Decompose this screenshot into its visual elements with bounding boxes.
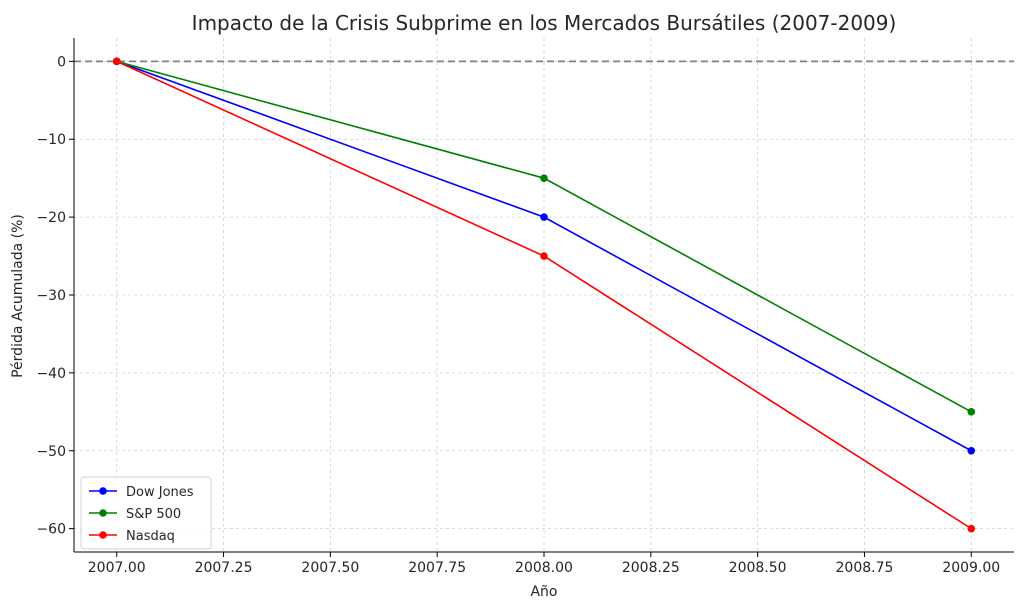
legend-box (80, 476, 212, 550)
data-point-s-p-500 (967, 408, 976, 416)
legend-entry-nasdaq: Nasdaq (89, 529, 175, 544)
legend-entry-dow-jones: Dow Jones (89, 485, 194, 500)
series-layer (112, 57, 976, 533)
y-tick-label: −40 (36, 366, 66, 382)
y-axis-ticks: 0 −10 −20 −30 −40 −50 −60 (36, 54, 74, 538)
legend-label-dow-jones: Dow Jones (126, 485, 194, 500)
legend-marker-nasdaq (99, 531, 107, 539)
x-axis-label: Año (530, 584, 557, 600)
legend-label-nasdaq: Nasdaq (126, 529, 175, 544)
x-tick-label: 2007.75 (408, 560, 466, 576)
series-nasdaq (112, 57, 976, 533)
y-tick-label: −10 (36, 132, 66, 148)
x-tick-label: 2009.00 (942, 560, 1000, 576)
legend-marker-s-p-500 (99, 509, 107, 517)
legend: Dow Jones S&P 500 Nasdaq (80, 476, 212, 550)
data-point-nasdaq (112, 57, 121, 66)
x-tick-label: 2007.00 (88, 560, 146, 576)
y-tick-label: −60 (36, 522, 66, 538)
legend-label-s-p-500: S&P 500 (126, 507, 181, 522)
x-tick-label: 2008.50 (729, 560, 787, 576)
y-tick-label: 0 (57, 54, 66, 70)
data-point-dow-jones (540, 213, 548, 221)
x-tick-label: 2008.25 (622, 560, 680, 576)
y-tick-label: −30 (36, 288, 66, 304)
series-s-p-500 (112, 57, 976, 416)
x-tick-label: 2007.50 (301, 560, 359, 576)
grid-lines (74, 38, 1014, 552)
x-tick-label: 2008.00 (515, 560, 573, 576)
data-point-nasdaq (967, 524, 976, 533)
y-axis-label: Pérdida Acumulada (%) (10, 214, 26, 378)
data-point-s-p-500 (540, 174, 548, 182)
chart-title: Impacto de la Crisis Subprime en los Mer… (192, 11, 897, 35)
x-tick-label: 2007.25 (195, 560, 253, 576)
legend-marker-dow-jones (99, 487, 107, 495)
legend-entry-s-p-500: S&P 500 (89, 507, 181, 522)
y-tick-label: −50 (36, 444, 66, 460)
data-point-nasdaq (540, 252, 548, 260)
x-tick-label: 2008.75 (836, 560, 894, 576)
y-tick-label: −20 (36, 210, 66, 226)
data-point-dow-jones (967, 446, 976, 455)
x-axis-ticks: 2007.00 2007.25 2007.50 2007.75 2008.00 2008.… (88, 552, 1000, 576)
